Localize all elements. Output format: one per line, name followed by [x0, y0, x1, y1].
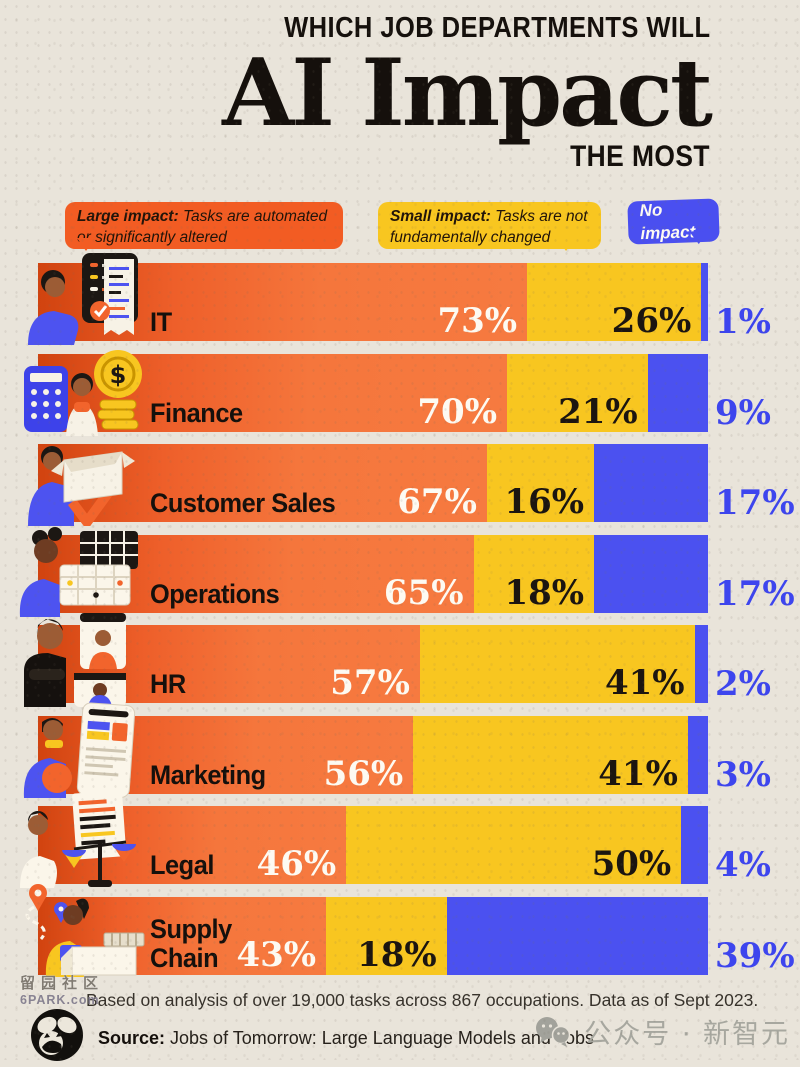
small-impact-value: 16% — [504, 482, 585, 522]
small-impact-value: 18% — [357, 934, 437, 975]
no-impact-value: 17% — [715, 573, 795, 614]
no-impact-value: 9% — [715, 392, 771, 433]
stacked-bar: 57% 41% — [38, 625, 708, 703]
no-impact-segment — [647, 353, 708, 432]
title-kicker: WHICH JOB DEPARTMENTS WILL — [283, 12, 710, 44]
source-label: Source: — [98, 1028, 166, 1048]
large-impact-value: 65% — [383, 572, 464, 613]
large-impact-value: 56% — [323, 753, 404, 794]
bar-row-finance: 70% 21% 9% $ Finance — [24, 349, 800, 436]
small-impact-segment: 50% — [346, 806, 682, 884]
legend-small-impact-desc: Tasks are not fundamentally changed — [390, 208, 588, 246]
stacked-bar-chart: 73% 26% 1% IT 70% 21% 9% — [19, 253, 800, 987]
bar-row-it: 73% 26% 1% IT — [28, 253, 800, 345]
stacked-bar: 46% 50% — [38, 806, 708, 884]
small-impact-segment: 26% — [527, 263, 702, 341]
no-impact-segment — [687, 715, 708, 794]
stacked-bar: 43% 18% — [38, 896, 708, 975]
no-impact-segment — [701, 263, 708, 341]
small-impact-segment: 18% — [326, 896, 447, 975]
svg-text:$: $ — [110, 361, 127, 389]
category-label: Legal — [150, 850, 214, 881]
legend-no-impact-term: No impact — [639, 200, 696, 243]
large-impact-value: 73% — [437, 301, 518, 341]
wechat-watermark-text: 公众号 · 新智元 — [584, 1019, 790, 1050]
legend-large-impact-bubble: Large impact: Tasks are automated or sig… — [65, 202, 343, 251]
no-impact-segment — [446, 896, 708, 975]
site-watermark-cjk: 留园社区 — [20, 975, 105, 992]
large-impact-value: 57% — [330, 663, 410, 703]
bar-row-customer-sales: 67% 16% 17% Customer Sales — [28, 444, 800, 526]
category-label: IT — [150, 307, 172, 338]
stacked-bar: 73% 26% — [38, 263, 708, 341]
no-impact-value: 17% — [715, 483, 795, 523]
site-watermark-url: 6PARK.com — [20, 993, 100, 1007]
no-impact-segment — [694, 625, 708, 703]
hr-video-call-illustration — [16, 611, 166, 707]
bar-row-marketing: 56% 41% 3% Marketing — [23, 701, 800, 798]
finance-calculator-coins-illustration: $ — [16, 340, 166, 436]
category-label: Operations — [150, 578, 280, 609]
supply-chain-logistics-illustration — [16, 883, 166, 979]
bar-row-hr: 57% 41% 2% HR — [24, 613, 800, 707]
category-label: Marketing — [150, 759, 266, 790]
legend-large-impact-term: Large impact: — [77, 208, 179, 225]
large-impact-value: 43% — [236, 934, 317, 975]
category-label: Finance — [150, 397, 243, 428]
small-impact-segment: 21% — [507, 353, 648, 432]
large-impact-value: 70% — [417, 391, 497, 432]
legend-small-impact-bubble: Small impact: Tasks are not fundamentall… — [378, 202, 601, 251]
small-impact-value: 26% — [611, 301, 692, 341]
no-impact-value: 39% — [715, 935, 795, 976]
legend-small-impact-term: Small impact: — [390, 208, 491, 225]
large-impact-value: 46% — [256, 844, 337, 884]
no-impact-value: 4% — [715, 845, 771, 885]
page-title: AI Impact — [222, 38, 713, 147]
no-impact-segment — [594, 534, 708, 613]
small-impact-segment: 16% — [486, 444, 595, 522]
legal-scales-illustration — [16, 792, 166, 888]
large-impact-segment: 43% — [38, 896, 327, 975]
small-impact-value: 21% — [558, 391, 638, 432]
marketing-content-illustration — [16, 701, 166, 798]
wechat-watermark: 公众号 · 新智元 — [534, 1012, 790, 1051]
bar-row-supply-chain: 43% 18% 39% Supply Chain — [25, 883, 800, 977]
visual-capitalist-logo — [30, 1008, 84, 1062]
small-impact-segment: 18% — [473, 534, 595, 613]
no-impact-segment — [594, 444, 708, 522]
no-impact-value: 2% — [715, 664, 771, 704]
small-impact-value: 41% — [604, 663, 685, 703]
small-impact-value: 18% — [504, 572, 585, 613]
small-impact-segment: 41% — [413, 715, 688, 794]
bar-row-operations: 65% 18% 17% Operations — [19, 526, 800, 617]
small-impact-segment: 41% — [419, 625, 695, 703]
source-line: Source: Jobs of Tomorrow: Large Language… — [98, 1028, 594, 1049]
title-block: WHICH JOB DEPARTMENTS WILL AI Impact THE… — [222, 12, 713, 174]
category-label: HR — [150, 669, 186, 700]
no-impact-segment — [681, 806, 708, 884]
category-label: Supply Chain — [150, 914, 232, 973]
small-impact-value: 50% — [591, 844, 672, 884]
operations-schedule-illustration — [16, 521, 166, 617]
legend-no-impact-bubble: No impact — [627, 198, 720, 245]
title-suffix: THE MOST — [570, 140, 710, 174]
no-impact-value: 1% — [715, 302, 771, 342]
footnote: Based on analysis of over 19,000 tasks a… — [86, 990, 759, 1010]
category-label: Customer Sales — [150, 488, 336, 519]
legend-large-impact-desc: Tasks are automated or significantly alt… — [77, 208, 328, 246]
it-developer-checklist-illustration — [16, 249, 166, 345]
large-impact-value: 67% — [397, 482, 477, 522]
bar-row-legal: 46% 50% 4% Legal — [20, 792, 800, 888]
small-impact-value: 41% — [598, 753, 678, 794]
customer-sales-box-illustration — [16, 430, 166, 526]
no-impact-value: 3% — [715, 754, 771, 795]
source-text: Jobs of Tomorrow: Large Language Models … — [165, 1028, 594, 1048]
site-watermark: 留园社区 6PARK.com — [20, 972, 104, 1007]
wechat-icon — [536, 1016, 571, 1047]
